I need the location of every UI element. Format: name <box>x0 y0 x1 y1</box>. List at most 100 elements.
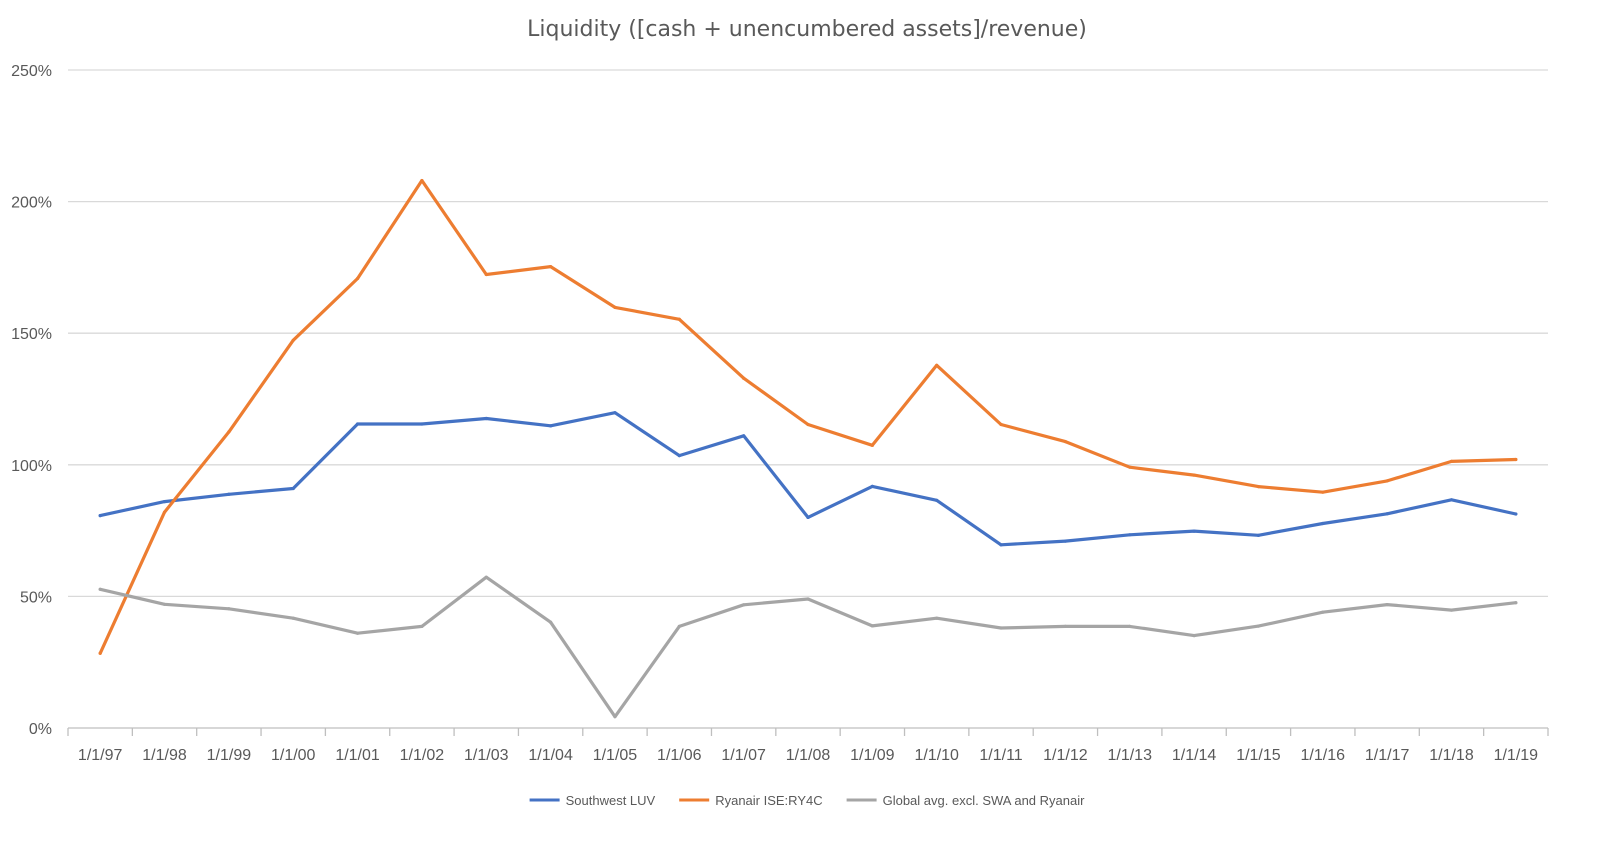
data-point <box>420 422 424 426</box>
data-point <box>1385 512 1389 516</box>
data-point <box>613 411 617 415</box>
legend-label: Southwest LUV <box>566 793 656 808</box>
data-point <box>677 624 681 629</box>
data-point <box>1063 624 1067 629</box>
data-point <box>1128 465 1132 469</box>
data-point <box>291 486 295 491</box>
data-point <box>1192 529 1196 533</box>
data-point <box>613 305 617 310</box>
data-point <box>677 453 681 458</box>
data-point <box>162 602 167 606</box>
x-tick-label: 1/1/11 <box>979 747 1022 764</box>
x-tick-label: 1/1/17 <box>1365 747 1410 764</box>
data-point <box>935 616 939 620</box>
legend: Southwest LUV Ryanair ISE:RY4C Global avg.… <box>529 793 1086 808</box>
data-point <box>742 434 746 438</box>
legend-label: Ryanair ISE:RY4C <box>715 793 822 808</box>
data-point <box>1449 459 1454 463</box>
x-tick-label: 1/1/09 <box>850 747 895 764</box>
data-point <box>806 515 810 520</box>
data-point <box>999 543 1003 547</box>
data-point <box>1256 624 1261 628</box>
data-point <box>999 626 1003 630</box>
data-point <box>870 443 874 447</box>
data-point <box>806 597 810 601</box>
data-point <box>1256 485 1261 489</box>
legend-item: Global avg. excl. SWA and Ryanair <box>846 793 1086 808</box>
legend-item: Ryanair ISE:RY4C <box>679 793 823 808</box>
data-point <box>549 424 553 428</box>
data-point <box>227 607 231 611</box>
data-point <box>98 651 102 655</box>
data-point <box>935 363 939 367</box>
x-tick-label: 1/1/12 <box>1043 747 1088 764</box>
data-point <box>1321 610 1325 614</box>
x-tick-label: 1/1/97 <box>78 747 123 764</box>
data-point <box>549 265 553 269</box>
data-point <box>355 631 360 635</box>
x-tick-label: 1/1/08 <box>786 747 831 764</box>
data-point <box>999 422 1003 427</box>
data-point <box>1514 457 1518 462</box>
data-point <box>549 620 553 624</box>
y-tick-label: 50% <box>20 589 52 606</box>
data-point <box>1449 498 1454 502</box>
data-point <box>420 178 424 183</box>
y-tick-label: 200% <box>11 195 52 212</box>
data-point <box>1256 533 1261 537</box>
data-point <box>420 624 424 629</box>
y-tick-label: 100% <box>11 458 52 475</box>
data-point <box>1321 490 1325 494</box>
y-tick-label: 0% <box>29 721 52 738</box>
x-tick-label: 1/1/00 <box>271 747 316 764</box>
data-point <box>870 624 874 628</box>
data-point <box>1063 539 1067 543</box>
y-axis-tick-labels: 0% 50% 100% 150% 200% 250% <box>11 63 52 738</box>
data-point <box>1449 608 1454 612</box>
x-tick-label: 1/1/10 <box>914 747 959 764</box>
data-point <box>742 603 746 607</box>
data-point <box>1192 634 1196 638</box>
data-point <box>613 715 617 719</box>
data-point <box>227 492 231 496</box>
legend-item: Southwest LUV <box>529 793 656 808</box>
x-tick-label: 1/1/14 <box>1172 747 1217 764</box>
data-point <box>1514 512 1518 516</box>
x-tick-label: 1/1/01 <box>335 747 380 764</box>
x-tick-label: 1/1/16 <box>1301 747 1346 764</box>
x-tick-label: 1/1/15 <box>1236 747 1281 764</box>
data-point <box>1321 521 1325 526</box>
x-tick-label: 1/1/04 <box>528 747 573 764</box>
data-point <box>1385 479 1389 483</box>
x-tick-label: 1/1/03 <box>464 747 509 764</box>
data-point <box>484 575 488 579</box>
x-axis <box>67 727 1549 736</box>
x-tick-label: 1/1/19 <box>1494 747 1539 764</box>
x-tick-label: 1/1/13 <box>1107 747 1152 764</box>
data-point <box>1192 473 1196 477</box>
data-point <box>162 510 167 514</box>
data-point <box>355 422 360 426</box>
y-tick-label: 150% <box>11 326 52 343</box>
data-point <box>291 616 295 620</box>
data-point <box>227 430 231 434</box>
data-point <box>484 416 488 421</box>
x-tick-label: 1/1/02 <box>400 747 445 764</box>
data-point <box>1128 624 1132 629</box>
x-tick-label: 1/1/99 <box>207 747 252 764</box>
data-point <box>355 276 360 281</box>
data-point <box>291 338 295 342</box>
y-tick-label: 250% <box>11 63 52 80</box>
data-point <box>742 376 746 380</box>
series-lines <box>98 178 1518 719</box>
x-tick-label: 1/1/06 <box>657 747 702 764</box>
data-point <box>98 513 102 518</box>
data-point <box>677 317 681 321</box>
x-tick-label: 1/1/05 <box>593 747 638 764</box>
data-point <box>1385 602 1389 607</box>
legend-label: Global avg. excl. SWA and Ryanair <box>883 793 1086 808</box>
data-point <box>806 422 810 427</box>
data-point <box>162 500 167 504</box>
data-point <box>1514 601 1518 605</box>
